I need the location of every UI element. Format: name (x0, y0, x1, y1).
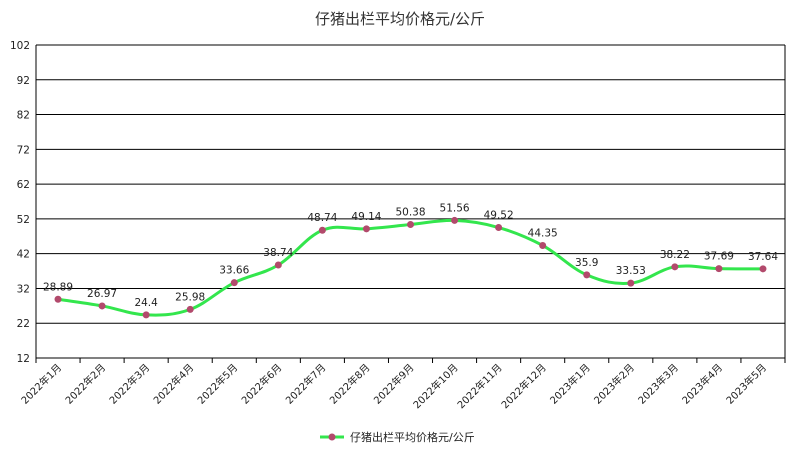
y-tick-label: 42 (17, 249, 30, 261)
y-tick-label: 22 (17, 318, 30, 330)
x-tick-label: 2022年8月 (327, 361, 373, 407)
markers (54, 216, 767, 319)
data-label: 50.38 (395, 207, 425, 219)
data-point (539, 241, 547, 249)
data-point (142, 311, 150, 319)
legend: 仔猪出栏平均价格元/公斤 (320, 430, 475, 444)
data-label: 33.66 (219, 265, 249, 277)
data-point (759, 265, 767, 273)
data-label: 49.52 (484, 210, 514, 222)
data-label: 25.98 (175, 291, 205, 303)
x-tick-label: 2022年1月 (18, 361, 64, 407)
data-label: 28.89 (43, 281, 73, 293)
x-tick-label: 2022年7月 (283, 361, 329, 407)
data-point (230, 279, 238, 287)
data-point (186, 305, 194, 313)
data-point (98, 302, 106, 310)
x-tick-label: 2023年3月 (635, 361, 681, 407)
x-tick-label: 2022年4月 (150, 361, 196, 407)
x-tick-label: 2022年5月 (195, 361, 241, 407)
data-label: 51.56 (440, 202, 470, 214)
data-point (407, 221, 414, 229)
data-label: 38.74 (263, 247, 293, 259)
x-tick-label: 2022年6月 (239, 361, 285, 407)
data-point (362, 225, 370, 233)
data-labels: 28.89 26.97 24.4 25.98 33.66 38.74 48.74 49.14 5… (43, 202, 778, 308)
x-tick-label: 2023年5月 (723, 361, 769, 407)
chart-title: 仔猪出栏平均价格元/公斤 (315, 10, 485, 28)
y-tick-label: 82 (17, 110, 30, 122)
y-tick-label: 62 (17, 179, 30, 191)
grid (35, 44, 786, 359)
data-point (583, 271, 591, 279)
y-tick-label: 52 (17, 214, 30, 226)
data-point (715, 265, 723, 273)
y-tick-label: 32 (17, 283, 30, 295)
x-tick-label: 2022年10月 (410, 361, 460, 411)
data-label: 49.14 (351, 211, 381, 223)
data-point (274, 261, 282, 269)
data-point (627, 279, 635, 287)
data-point (318, 226, 326, 234)
data-label: 24.4 (134, 297, 158, 309)
legend-label: 仔猪出栏平均价格元/公斤 (350, 430, 475, 444)
y-axis: 12 22 32 42 52 62 72 82 92 102 (10, 40, 30, 365)
data-label: 48.74 (307, 212, 337, 224)
data-label: 35.9 (575, 257, 598, 269)
x-axis: 2022年1月 2022年2月 2022年3月 2022年4月 2022年5月 2022年… (18, 358, 786, 411)
series-line (56, 218, 765, 317)
data-point (671, 263, 679, 271)
data-point (54, 295, 62, 303)
x-tick-label: 2022年11月 (454, 361, 504, 411)
x-tick-label: 2023年4月 (679, 361, 725, 407)
x-tick-label: 2022年12月 (498, 361, 548, 411)
x-tick-label: 2023年2月 (591, 361, 637, 407)
data-label: 38.22 (660, 249, 690, 261)
data-label: 37.64 (748, 251, 778, 263)
y-tick-label: 12 (17, 353, 30, 365)
data-label: 33.53 (616, 265, 646, 277)
legend-marker (328, 433, 336, 441)
y-tick-label: 102 (10, 40, 30, 52)
data-label: 44.35 (528, 227, 558, 239)
data-point (495, 224, 503, 232)
x-tick-label: 2022年9月 (371, 361, 417, 407)
y-tick-label: 92 (17, 75, 30, 87)
data-label: 26.97 (87, 288, 117, 300)
data-point (451, 216, 459, 224)
x-tick-label: 2022年2月 (62, 361, 108, 407)
y-tick-label: 72 (17, 144, 30, 156)
x-tick-label: 2022年3月 (106, 361, 152, 407)
x-tick-label: 2023年1月 (547, 361, 593, 407)
data-label: 37.69 (704, 251, 734, 263)
